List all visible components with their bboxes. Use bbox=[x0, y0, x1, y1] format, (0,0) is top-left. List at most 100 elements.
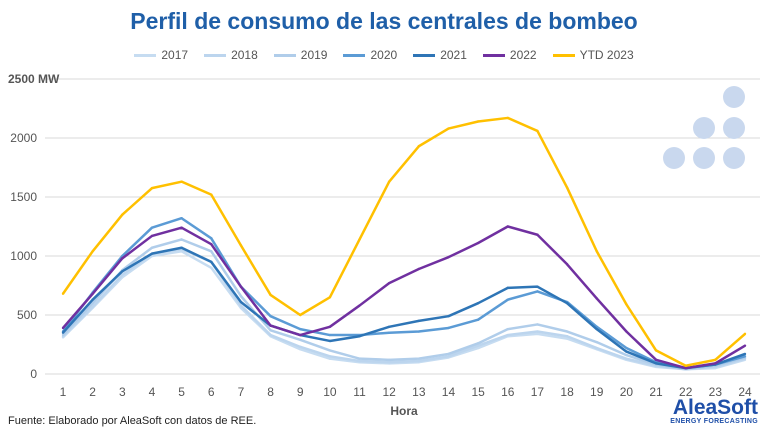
decorative-circle-icon bbox=[693, 147, 715, 169]
data-point bbox=[269, 329, 272, 332]
data-point bbox=[328, 349, 332, 352]
data-point bbox=[476, 346, 480, 350]
data-point bbox=[625, 330, 628, 333]
legend-label: 2021 bbox=[440, 48, 467, 62]
data-point bbox=[210, 250, 213, 253]
x-tick-label: 9 bbox=[297, 385, 304, 399]
data-point bbox=[714, 358, 717, 362]
data-point bbox=[150, 234, 154, 238]
data-point bbox=[506, 116, 509, 120]
data-point bbox=[417, 330, 421, 333]
data-point bbox=[121, 257, 124, 260]
x-tick-label: 17 bbox=[531, 385, 545, 399]
data-point bbox=[595, 250, 598, 253]
data-point bbox=[150, 252, 154, 255]
x-tick-label: 14 bbox=[442, 385, 456, 399]
data-point bbox=[91, 305, 94, 308]
data-point bbox=[595, 340, 598, 344]
data-point bbox=[210, 237, 213, 240]
data-point bbox=[328, 355, 332, 358]
x-tick-label: 7 bbox=[238, 385, 245, 399]
data-point bbox=[210, 260, 213, 264]
legend-swatch bbox=[273, 53, 296, 57]
data-point bbox=[91, 302, 94, 305]
data-point bbox=[299, 348, 302, 351]
data-point bbox=[239, 285, 243, 288]
x-tick-label: 23 bbox=[709, 385, 723, 399]
data-point bbox=[476, 302, 480, 305]
legend-swatch bbox=[482, 53, 505, 57]
data-point bbox=[150, 226, 154, 229]
legend-label: YTD 2023 bbox=[579, 48, 634, 62]
data-point bbox=[476, 344, 480, 347]
data-point bbox=[476, 318, 480, 321]
data-point bbox=[269, 293, 272, 297]
chart-title: Perfil de consumo de las centrales de bo… bbox=[130, 8, 638, 34]
data-point bbox=[180, 180, 183, 183]
legend-swatch bbox=[413, 53, 436, 57]
data-point bbox=[387, 281, 391, 285]
data-point bbox=[536, 285, 539, 288]
data-point bbox=[269, 333, 272, 337]
data-point bbox=[328, 325, 332, 328]
data-point bbox=[239, 294, 243, 298]
x-tick-label: 22 bbox=[679, 385, 693, 399]
data-point bbox=[387, 325, 391, 328]
data-point bbox=[565, 330, 569, 333]
data-point bbox=[328, 333, 332, 337]
data-point bbox=[447, 326, 450, 330]
data-point bbox=[358, 359, 361, 363]
x-tick-label: 2 bbox=[89, 385, 96, 399]
series-line-ytd-2023 bbox=[61, 116, 746, 367]
data-point bbox=[565, 335, 569, 338]
data-point bbox=[417, 359, 421, 363]
data-point bbox=[595, 327, 598, 331]
data-point bbox=[447, 255, 450, 259]
x-tick-label: 21 bbox=[649, 385, 663, 399]
data-point bbox=[328, 296, 332, 299]
x-tick-label: 3 bbox=[119, 385, 126, 399]
data-point bbox=[328, 339, 332, 343]
y-unit-label: 2500 MW bbox=[8, 72, 60, 86]
data-point bbox=[654, 362, 658, 365]
data-point bbox=[180, 250, 183, 253]
data-point bbox=[743, 355, 747, 358]
legend-item: 2021 bbox=[413, 48, 467, 62]
legend-item: 2022 bbox=[482, 48, 537, 62]
data-point bbox=[239, 300, 243, 304]
decorative-circle-icon bbox=[723, 147, 745, 169]
data-point bbox=[61, 292, 65, 295]
x-tick-label: 5 bbox=[178, 385, 185, 399]
data-point bbox=[210, 266, 213, 269]
x-tick-label: 20 bbox=[620, 385, 634, 399]
legend-swatch bbox=[343, 53, 366, 57]
series-line-2021 bbox=[62, 246, 746, 370]
data-point bbox=[565, 302, 569, 305]
data-point bbox=[743, 344, 747, 347]
data-point bbox=[150, 186, 154, 190]
data-point bbox=[625, 350, 628, 353]
data-point bbox=[447, 355, 450, 358]
data-point bbox=[506, 298, 509, 301]
y-tick-label: 1500 bbox=[10, 190, 37, 204]
y-tick-label: 500 bbox=[17, 308, 37, 322]
data-point bbox=[684, 364, 687, 367]
legend-item: YTD 2023 bbox=[552, 48, 634, 62]
x-axis-label: Hora bbox=[390, 404, 418, 418]
data-point bbox=[476, 241, 480, 245]
data-point bbox=[61, 333, 65, 337]
legend: 2017 2018 2019 2020 2021 2022 YTD 2023 bbox=[0, 48, 768, 62]
legend-swatch bbox=[552, 53, 575, 57]
x-tick-label: 18 bbox=[560, 385, 574, 399]
x-tick-label: 4 bbox=[149, 385, 156, 399]
legend-item: 2019 bbox=[273, 48, 327, 62]
x-tick-label: 19 bbox=[590, 385, 604, 399]
data-point bbox=[536, 330, 539, 333]
data-point bbox=[91, 292, 94, 295]
data-point bbox=[654, 358, 658, 362]
data-point bbox=[625, 346, 628, 350]
data-point bbox=[565, 337, 569, 340]
data-point bbox=[358, 238, 361, 241]
decorative-circle-icon bbox=[723, 86, 745, 108]
data-point bbox=[299, 338, 302, 341]
